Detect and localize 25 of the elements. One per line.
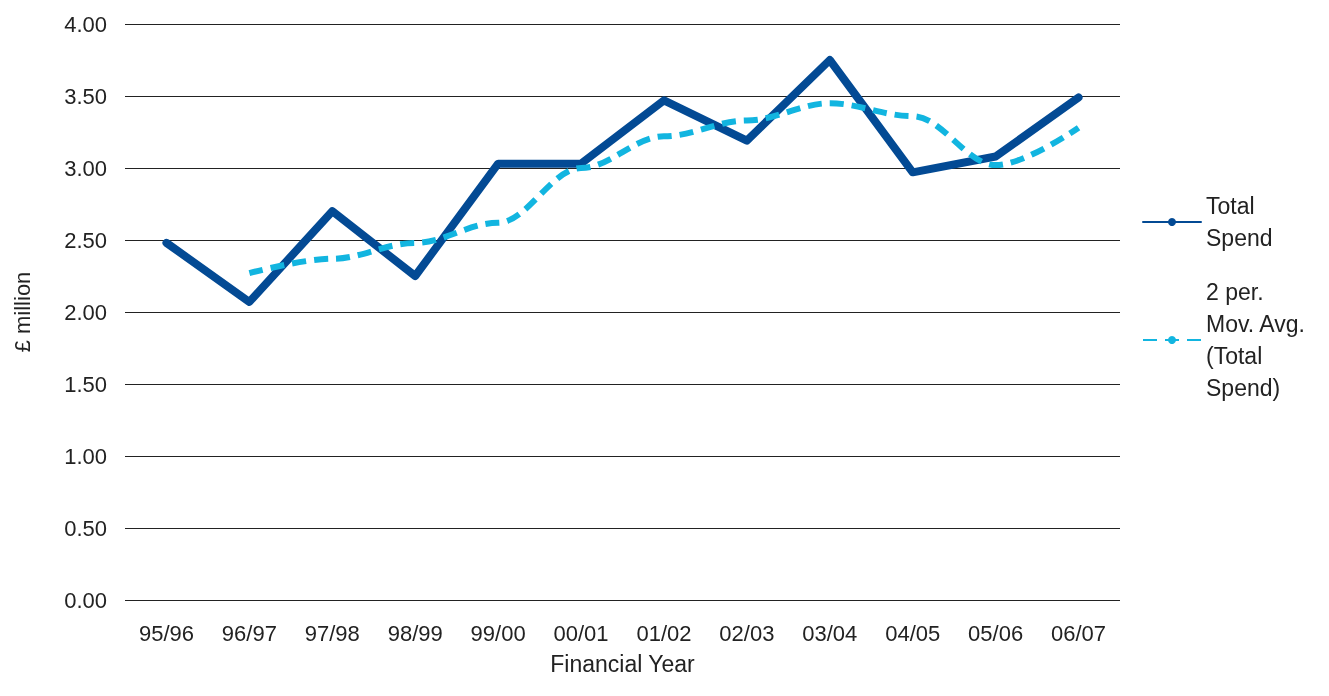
y-tick-label: 2.50 [64,227,107,253]
y-tick-label: 0.00 [64,587,107,613]
y-tick-label: 4.00 [64,11,107,37]
x-tick-label: 05/06 [968,620,1024,646]
x-tick-label: 96/97 [221,620,277,646]
x-tick-label: 99/00 [470,620,526,646]
x-tick-label: 03/04 [802,620,858,646]
x-tick-label: 02/03 [719,620,775,646]
y-tick-label: 3.50 [64,83,107,109]
y-tick-label: 3.00 [64,155,107,181]
x-axis-title: Financial Year [550,650,696,677]
x-tick-label: 97/98 [304,620,360,646]
x-tick-label: 95/96 [138,620,194,646]
legend-label: 2 per. Mov. Avg. (Total Spend) [1206,279,1312,401]
x-tick-label: 00/01 [553,620,609,646]
legend-label: Total Spend [1206,193,1273,251]
y-tick-label: 1.50 [64,371,107,397]
x-tick-label: 04/05 [885,620,941,646]
y-tick-label: 0.50 [64,515,107,541]
y-tick-label: 1.00 [64,443,107,469]
x-tick-label: 06/07 [1051,620,1107,646]
x-tick-label: 98/99 [387,620,443,646]
y-tick-label: 2.00 [64,299,107,325]
x-tick-label: 01/02 [636,620,692,646]
y-axis-title: £ million [9,271,35,353]
